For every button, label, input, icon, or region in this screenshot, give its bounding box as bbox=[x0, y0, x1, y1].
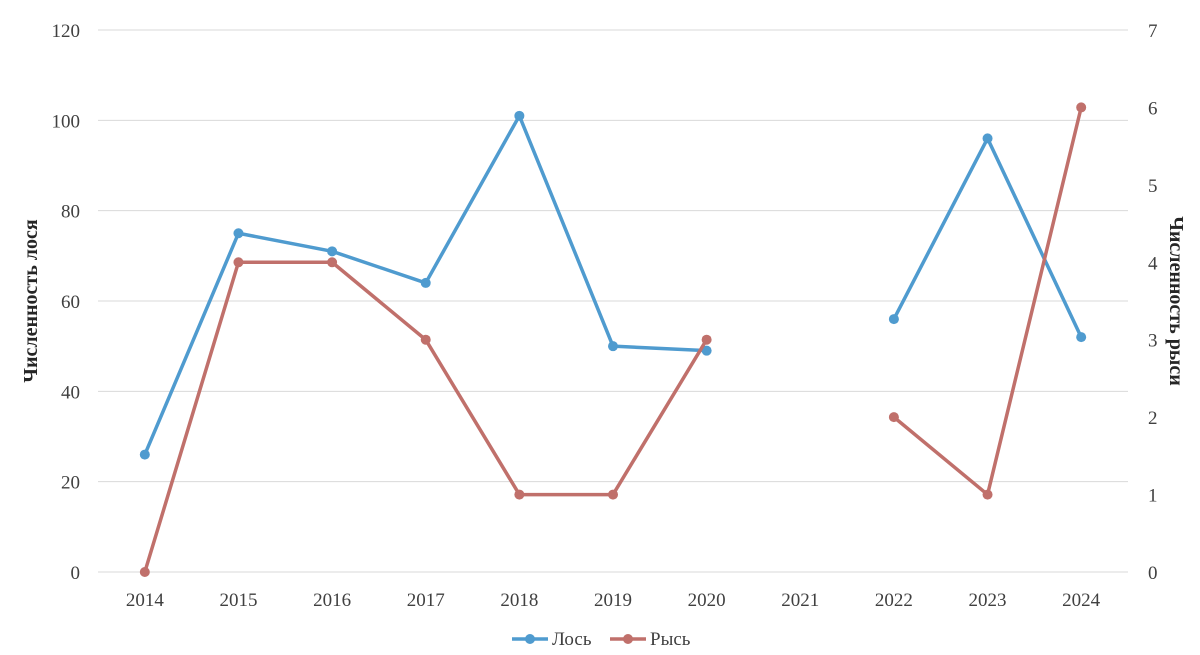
x-tick-label: 2023 bbox=[969, 590, 1007, 611]
right-tick-label: 2 bbox=[1148, 408, 1158, 429]
left-tick-label: 80 bbox=[61, 202, 80, 223]
data-point bbox=[701, 334, 712, 345]
data-point bbox=[1076, 102, 1087, 113]
x-tick-label: 2016 bbox=[313, 590, 351, 611]
right-axis-ticks: 0 1 2 3 4 5 6 7 bbox=[1148, 21, 1158, 584]
left-tick-label: 0 bbox=[71, 563, 81, 584]
x-tick-label: 2018 bbox=[500, 590, 538, 611]
right-tick-label: 0 bbox=[1148, 563, 1158, 584]
legend-marker bbox=[525, 634, 535, 644]
data-point bbox=[233, 257, 244, 268]
series-lynx bbox=[139, 102, 1087, 577]
series-elk bbox=[139, 110, 1087, 460]
x-tick-label: 2022 bbox=[875, 590, 913, 611]
right-tick-label: 1 bbox=[1148, 486, 1158, 507]
series-line bbox=[143, 260, 709, 574]
data-point bbox=[982, 489, 993, 500]
legend-label: Рысь bbox=[650, 629, 691, 650]
data-point bbox=[982, 133, 993, 144]
legend-item: Рысь bbox=[610, 629, 691, 650]
left-axis-ticks: 0 20 40 60 80 100 120 bbox=[52, 21, 81, 584]
data-point bbox=[420, 334, 431, 345]
x-tick-label: 2019 bbox=[594, 590, 632, 611]
data-point bbox=[888, 412, 899, 423]
gridlines bbox=[98, 29, 1128, 573]
right-tick-label: 6 bbox=[1148, 98, 1158, 119]
data-point bbox=[608, 341, 618, 352]
left-axis-title: Численность лося bbox=[20, 219, 42, 383]
data-point bbox=[701, 345, 712, 356]
left-tick-label: 60 bbox=[61, 292, 80, 313]
x-tick-label: 2021 bbox=[781, 590, 819, 611]
right-axis-title: Численность рыси bbox=[1165, 216, 1187, 386]
data-point bbox=[327, 257, 338, 268]
data-point bbox=[233, 228, 244, 239]
series-line bbox=[892, 136, 1083, 339]
x-tick-label: 2015 bbox=[219, 590, 257, 611]
right-tick-label: 5 bbox=[1148, 176, 1158, 197]
legend-marker bbox=[623, 634, 633, 644]
data-point bbox=[1076, 332, 1087, 343]
data-point bbox=[139, 449, 150, 460]
data-point bbox=[327, 246, 338, 257]
left-tick-label: 40 bbox=[61, 382, 80, 403]
right-tick-label: 3 bbox=[1148, 331, 1158, 352]
x-tick-label: 2014 bbox=[126, 590, 165, 611]
series-group bbox=[139, 102, 1087, 577]
x-tick-label: 2024 bbox=[1062, 590, 1101, 611]
x-axis-ticks: 2014 2015 2016 2017 2018 2019 2020 2021 2022 2023… bbox=[126, 590, 1101, 611]
right-tick-label: 4 bbox=[1148, 253, 1158, 274]
left-tick-label: 120 bbox=[52, 21, 81, 42]
x-tick-label: 2017 bbox=[407, 590, 445, 611]
data-point bbox=[608, 489, 618, 500]
data-point bbox=[888, 314, 899, 325]
x-tick-label: 2020 bbox=[688, 590, 726, 611]
data-point bbox=[420, 277, 431, 288]
left-tick-label: 20 bbox=[61, 473, 80, 494]
legend-label: Лось bbox=[552, 629, 592, 650]
legend: Лось Рысь bbox=[512, 629, 691, 650]
left-tick-label: 100 bbox=[52, 111, 81, 132]
right-tick-label: 7 bbox=[1148, 21, 1158, 42]
legend-item: Лось bbox=[512, 629, 592, 650]
data-point bbox=[514, 110, 525, 121]
data-point bbox=[139, 567, 150, 577]
data-point bbox=[514, 489, 525, 500]
